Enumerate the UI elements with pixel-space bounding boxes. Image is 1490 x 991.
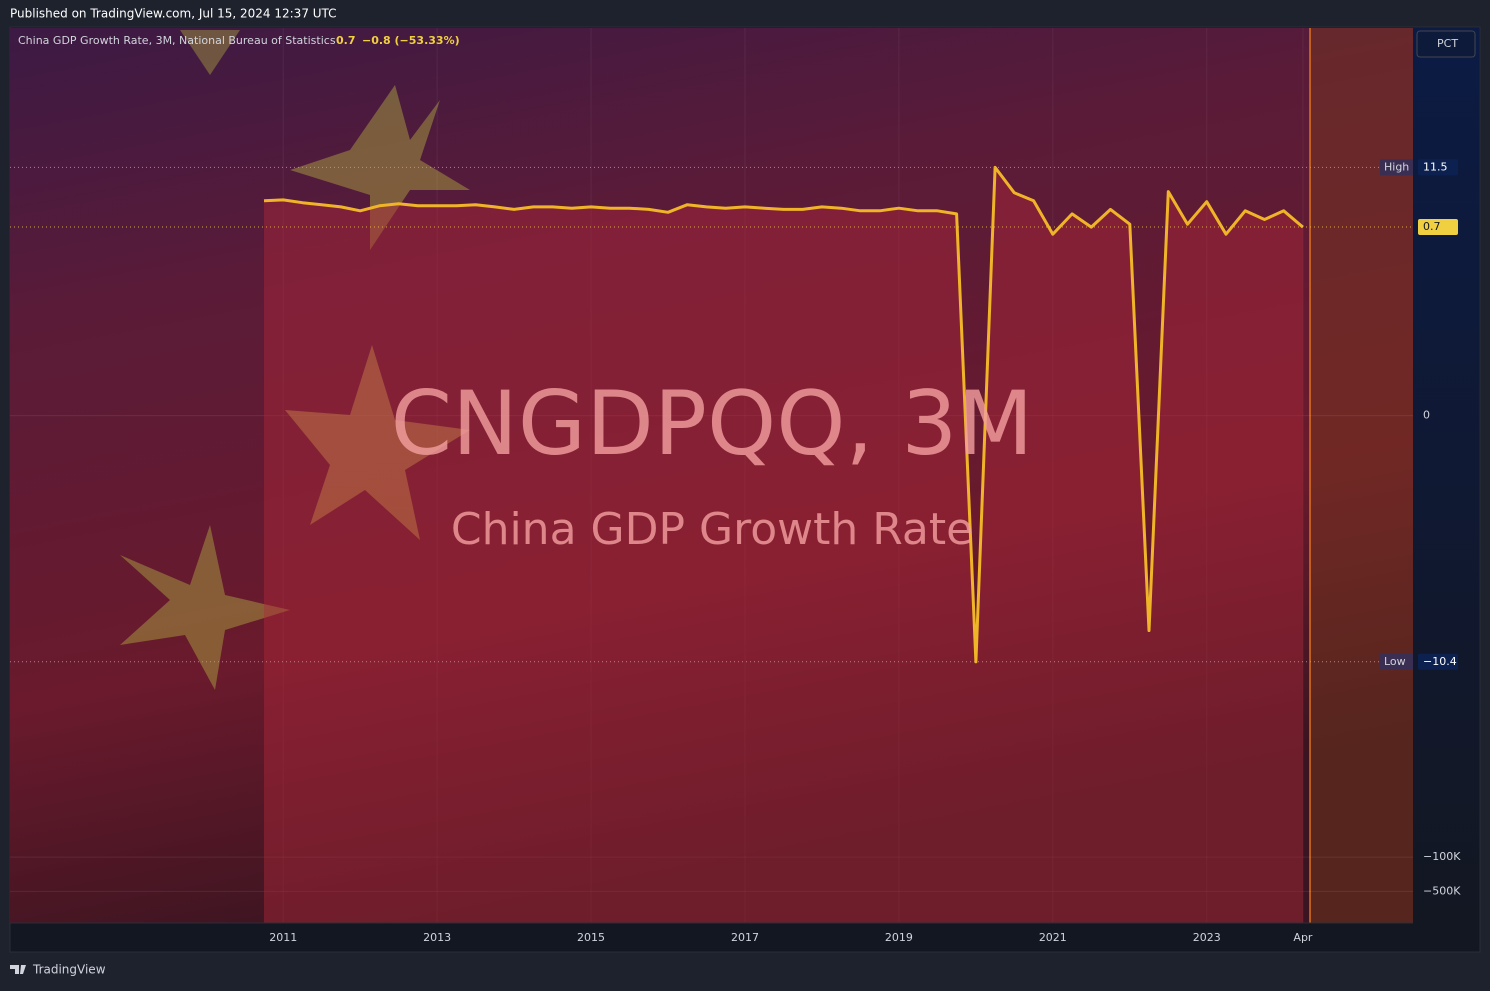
flag-star bbox=[290, 85, 470, 250]
future-region bbox=[1310, 28, 1413, 923]
high-value-bg bbox=[1418, 159, 1458, 176]
brand-logo bbox=[10, 965, 26, 974]
x-tick-label: 2021 bbox=[1039, 931, 1067, 944]
price-axis bbox=[1413, 28, 1479, 923]
high-value: 11.5 bbox=[1423, 160, 1448, 173]
footer: TradingView bbox=[10, 963, 106, 977]
flag-star bbox=[120, 525, 290, 690]
x-tick-label: 2023 bbox=[1193, 931, 1221, 944]
x-tick-label: 2011 bbox=[269, 931, 297, 944]
plot-background bbox=[10, 28, 1413, 923]
watermark-symbol: CNGDPQQ, 3M bbox=[391, 372, 1034, 475]
high-tag-bg bbox=[1380, 159, 1413, 176]
legend-title: China GDP Growth Rate, 3M, National Bure… bbox=[18, 34, 336, 47]
x-tick-label: 2017 bbox=[731, 931, 759, 944]
y-tick-label: −500K bbox=[1423, 884, 1461, 897]
last-value-bg bbox=[1418, 219, 1458, 236]
x-tick-label: 2015 bbox=[577, 931, 605, 944]
series-line bbox=[263, 165, 1304, 664]
low-value: −10.4 bbox=[1423, 655, 1457, 668]
x-tick-label: 2019 bbox=[885, 931, 913, 944]
y-tick-label: 0 bbox=[1423, 409, 1430, 422]
series-area bbox=[263, 167, 1303, 923]
low-tag: Low bbox=[1384, 655, 1406, 668]
scale-mode-button[interactable] bbox=[1416, 30, 1476, 58]
flag-star bbox=[285, 345, 470, 540]
last-value: 0.7 bbox=[1423, 220, 1441, 233]
low-tag-bg bbox=[1380, 653, 1413, 670]
legend-change: −0.8 (−53.33%) bbox=[362, 34, 460, 47]
brand-name: TradingView bbox=[32, 963, 106, 977]
y-tick-label: −100K bbox=[1423, 850, 1461, 863]
x-tick-label: 2013 bbox=[423, 931, 451, 944]
plot-area bbox=[10, 28, 1413, 923]
scale-mode-label[interactable]: PCT bbox=[1437, 37, 1458, 50]
high-tag: High bbox=[1384, 160, 1409, 173]
flag-star bbox=[180, 30, 240, 75]
legend-value: 0.7 bbox=[336, 34, 356, 47]
x-tick-label: Apr bbox=[1293, 931, 1313, 944]
watermark-description: China GDP Growth Rate bbox=[451, 504, 973, 555]
low-value-bg bbox=[1418, 653, 1458, 670]
published-note: Published on TradingView.com, Jul 15, 20… bbox=[10, 7, 337, 21]
